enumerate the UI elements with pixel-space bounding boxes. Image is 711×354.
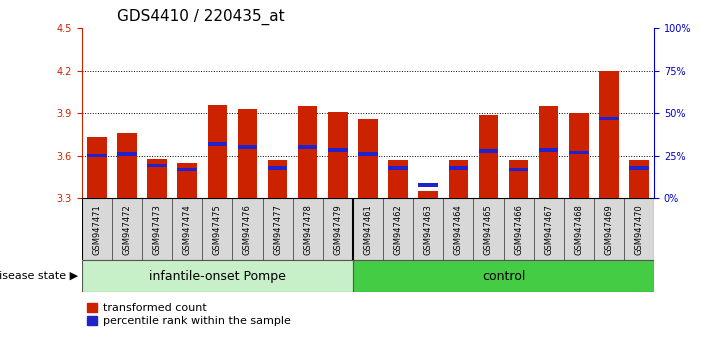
Legend: transformed count, percentile rank within the sample: transformed count, percentile rank withi… — [87, 303, 291, 326]
Bar — [178, 168, 197, 171]
Bar — [87, 154, 107, 157]
Text: GSM947466: GSM947466 — [514, 204, 523, 255]
Text: GSM947462: GSM947462 — [394, 204, 402, 255]
Text: GSM947468: GSM947468 — [574, 204, 583, 255]
Bar — [358, 119, 378, 198]
Bar — [358, 152, 378, 156]
Bar — [237, 109, 257, 198]
Bar — [509, 160, 528, 198]
Bar — [82, 260, 353, 292]
Bar — [629, 166, 649, 170]
Bar — [117, 133, 137, 198]
Bar — [569, 151, 589, 154]
Bar — [479, 115, 498, 198]
Bar — [147, 164, 167, 167]
Bar — [418, 183, 438, 187]
Bar — [599, 71, 619, 198]
Bar — [388, 160, 408, 198]
Bar — [208, 105, 227, 198]
Text: GSM947475: GSM947475 — [213, 204, 222, 255]
Text: GSM947465: GSM947465 — [484, 204, 493, 255]
Bar — [629, 160, 649, 198]
Bar — [237, 145, 257, 149]
Text: disease state ▶: disease state ▶ — [0, 271, 78, 281]
Bar — [208, 142, 227, 146]
Text: GSM947472: GSM947472 — [122, 204, 132, 255]
Bar — [599, 117, 619, 120]
Text: GSM947476: GSM947476 — [243, 204, 252, 255]
Bar — [298, 145, 318, 149]
Text: GSM947477: GSM947477 — [273, 204, 282, 255]
Text: infantile-onset Pompe: infantile-onset Pompe — [149, 270, 286, 282]
Bar — [479, 149, 498, 153]
Bar — [449, 160, 468, 198]
Text: GSM947474: GSM947474 — [183, 204, 192, 255]
Bar — [298, 106, 318, 198]
Bar — [328, 112, 348, 198]
Bar — [353, 260, 654, 292]
Bar — [87, 137, 107, 198]
Text: GSM947471: GSM947471 — [92, 204, 102, 255]
Text: GSM947470: GSM947470 — [634, 204, 643, 255]
Text: GSM947479: GSM947479 — [333, 204, 342, 255]
Bar — [388, 166, 408, 170]
Text: GSM947469: GSM947469 — [604, 204, 614, 255]
Text: GSM947467: GSM947467 — [544, 204, 553, 255]
Text: GSM947478: GSM947478 — [303, 204, 312, 255]
Text: GDS4410 / 220435_at: GDS4410 / 220435_at — [117, 8, 285, 25]
Bar — [509, 168, 528, 171]
Bar — [539, 148, 558, 152]
Bar — [418, 191, 438, 198]
Bar — [117, 152, 137, 156]
Bar — [539, 106, 558, 198]
Text: GSM947463: GSM947463 — [424, 204, 433, 255]
Bar — [449, 166, 468, 170]
Bar — [268, 160, 287, 198]
Bar — [569, 113, 589, 198]
Bar — [328, 148, 348, 152]
Text: GSM947473: GSM947473 — [153, 204, 161, 255]
Text: control: control — [482, 270, 525, 282]
Bar — [178, 163, 197, 198]
Text: GSM947461: GSM947461 — [363, 204, 373, 255]
Bar — [147, 159, 167, 198]
Text: GSM947464: GSM947464 — [454, 204, 463, 255]
Bar — [268, 166, 287, 170]
